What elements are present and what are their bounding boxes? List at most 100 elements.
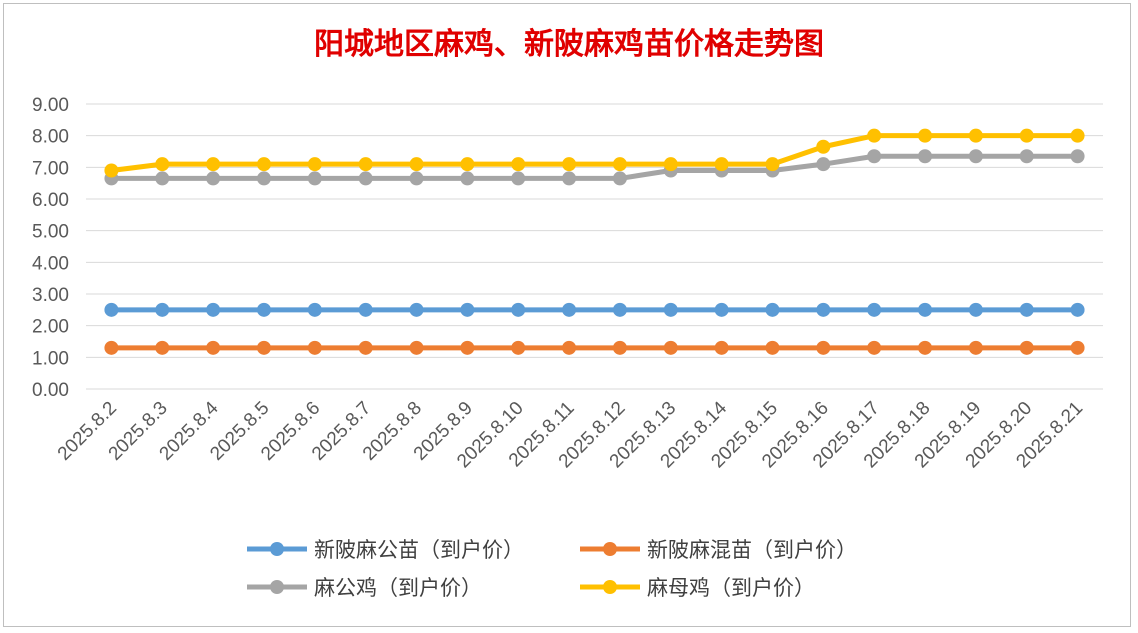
data-point [867, 340, 882, 355]
data-point [968, 149, 983, 164]
data-point [409, 171, 424, 186]
data-point [612, 157, 627, 172]
series-line [108, 153, 1081, 181]
data-point [511, 340, 526, 355]
data-point [409, 340, 424, 355]
data-point [155, 340, 170, 355]
data-point [714, 302, 729, 317]
data-point [307, 171, 322, 186]
data-point [1070, 149, 1085, 164]
data-point [663, 157, 678, 172]
series-2 [104, 149, 1085, 186]
data-point [663, 302, 678, 317]
y-tick-label: 3.00 [32, 285, 69, 306]
data-point [460, 302, 475, 317]
data-point [460, 171, 475, 186]
x-axis-ticks: 2025.8.22025.8.32025.8.42025.8.52025.8.6… [54, 397, 1087, 472]
data-point [968, 340, 983, 355]
data-point [612, 340, 627, 355]
data-point [155, 302, 170, 317]
data-point [155, 171, 170, 186]
data-point [104, 340, 119, 355]
data-point [511, 171, 526, 186]
data-point [918, 128, 933, 143]
data-point [612, 171, 627, 186]
y-tick-label: 8.00 [32, 127, 69, 148]
legend-label: 麻母鸡（到户价） [647, 576, 815, 600]
y-tick-label: 9.00 [32, 95, 69, 116]
legend-item-1: 新陂麻混苗（到户价） [580, 538, 857, 562]
data-point [256, 340, 271, 355]
data-point [562, 157, 577, 172]
data-point [1070, 128, 1085, 143]
series-line [108, 133, 1081, 173]
series-group [104, 128, 1085, 355]
legend-item-3: 麻母鸡（到户价） [580, 576, 815, 600]
data-point [918, 149, 933, 164]
data-point [206, 157, 221, 172]
legend-label: 新陂麻混苗（到户价） [647, 538, 857, 562]
data-point [206, 302, 221, 317]
legend-label: 麻公鸡（到户价） [314, 576, 482, 600]
data-point [1070, 340, 1085, 355]
data-point [765, 157, 780, 172]
data-point [714, 340, 729, 355]
data-point [867, 302, 882, 317]
data-point [968, 128, 983, 143]
data-point [612, 302, 627, 317]
y-tick-label: 1.00 [32, 348, 69, 369]
y-tick-label: 6.00 [32, 190, 69, 211]
legend-item-0: 新陂麻公苗（到户价） [247, 538, 524, 562]
data-point [663, 340, 678, 355]
data-point [409, 157, 424, 172]
legend-item-2: 麻公鸡（到户价） [247, 576, 482, 600]
data-point [562, 340, 577, 355]
data-point [867, 149, 882, 164]
data-point [358, 302, 373, 317]
data-point [1019, 340, 1034, 355]
data-point [256, 171, 271, 186]
legend: 新陂麻公苗（到户价） 新陂麻混苗（到户价） 麻公鸡（到户价） 麻母鸡（到户价） [247, 538, 857, 600]
y-tick-label: 2.00 [32, 317, 69, 338]
data-point [765, 340, 780, 355]
data-point [816, 302, 831, 317]
data-point [104, 163, 119, 178]
data-point [358, 157, 373, 172]
data-point [206, 171, 221, 186]
series-0 [104, 302, 1085, 317]
data-point [104, 302, 119, 317]
gridlines [86, 103, 1103, 390]
data-point [918, 340, 933, 355]
legend-swatch-marker [603, 580, 617, 594]
y-tick-label: 5.00 [32, 222, 69, 243]
data-point [358, 340, 373, 355]
data-point [816, 139, 831, 154]
data-point [511, 302, 526, 317]
chart-title: 阳城地区麻鸡、新陂麻鸡苗价格走势图 [314, 27, 824, 62]
data-point [1019, 302, 1034, 317]
data-point [460, 340, 475, 355]
data-point [511, 157, 526, 172]
legend-swatch-marker [270, 580, 284, 594]
data-point [256, 302, 271, 317]
data-point [460, 157, 475, 172]
data-point [918, 302, 933, 317]
data-point [307, 157, 322, 172]
series-3 [104, 128, 1085, 178]
data-point [358, 171, 373, 186]
data-point [714, 157, 729, 172]
legend-swatch-marker [270, 542, 284, 556]
data-point [206, 340, 221, 355]
legend-swatch-marker [603, 542, 617, 556]
y-tick-label: 7.00 [32, 158, 69, 179]
series-1 [104, 340, 1085, 355]
legend-label: 新陂麻公苗（到户价） [314, 538, 524, 562]
data-point [155, 157, 170, 172]
data-point [562, 171, 577, 186]
data-point [765, 302, 780, 317]
data-point [409, 302, 424, 317]
data-point [256, 157, 271, 172]
data-point [307, 302, 322, 317]
